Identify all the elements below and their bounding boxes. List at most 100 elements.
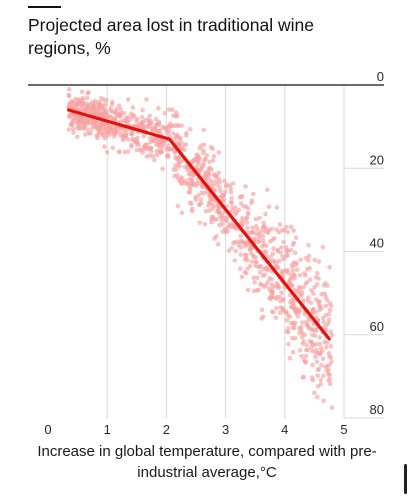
scatter-point	[300, 330, 305, 336]
scatter-point	[153, 138, 159, 143]
axis-ticks: 0 1 2 3 4 5 0 20 40 60 80	[44, 69, 384, 437]
x-tick-label: 4	[281, 422, 288, 437]
scatter-point	[286, 341, 291, 347]
scatter-point	[154, 148, 160, 154]
scatter-point	[321, 373, 326, 379]
scatter-point	[326, 317, 332, 322]
scatter-point	[274, 205, 280, 210]
scrollbar[interactable]	[404, 464, 407, 494]
scatter-point	[161, 125, 166, 130]
scatter-point	[197, 145, 203, 151]
scatter-point	[118, 107, 124, 112]
scatter-point	[289, 297, 295, 303]
scatter-point	[318, 381, 324, 387]
scatter-point	[298, 257, 303, 263]
scatter-point	[277, 294, 283, 300]
scatter-point	[312, 390, 317, 396]
scatter-point	[251, 288, 257, 294]
scatter-point	[321, 398, 326, 404]
scatter-point	[283, 245, 289, 250]
scatter-point	[196, 193, 201, 198]
scatter-point	[292, 306, 297, 312]
scatter-point	[245, 206, 251, 211]
scatter-point	[243, 252, 248, 258]
scatter-point	[101, 114, 107, 119]
scatter-point	[179, 175, 184, 180]
scatter-point	[306, 253, 312, 259]
scatter-point	[143, 142, 148, 148]
scatter-point	[291, 228, 297, 233]
scatter-point	[71, 130, 76, 135]
scatter-point	[317, 351, 323, 357]
scatter-point	[187, 126, 193, 132]
scatter-point	[76, 122, 82, 128]
scatter-point	[255, 275, 260, 281]
scatter-point	[156, 128, 162, 134]
scatter-point	[216, 177, 222, 182]
scatter-point	[285, 230, 291, 235]
scatter-point	[230, 181, 236, 186]
scatter-point	[128, 117, 133, 122]
scatter-point	[221, 192, 226, 198]
scatter-point	[302, 311, 308, 317]
scatter-point	[251, 275, 256, 281]
y-tick-label: 20	[370, 152, 384, 167]
scatter-point	[187, 176, 192, 182]
scatter-point	[277, 222, 283, 227]
scatter-point	[251, 191, 256, 197]
scatter-point	[316, 259, 322, 264]
scatter-point	[252, 280, 257, 285]
scatter-point	[257, 234, 262, 240]
scatter-point	[270, 309, 275, 315]
scatter-point	[154, 153, 160, 158]
scatter-point	[133, 139, 138, 145]
scatter-point	[170, 131, 176, 136]
scatter-point	[121, 111, 127, 116]
scatter-point	[208, 178, 213, 183]
scatter-point	[224, 182, 229, 188]
scatter-point	[84, 122, 89, 127]
scatter-point	[327, 264, 333, 270]
scatter-point	[303, 353, 309, 359]
scatter-point	[306, 295, 311, 301]
scatter-point	[245, 266, 250, 271]
scatter-point	[113, 129, 119, 134]
scatter-point	[201, 148, 206, 153]
scatter-point	[214, 233, 219, 239]
scatter-point	[253, 216, 259, 222]
scatter-point	[106, 123, 111, 129]
scatter-point	[271, 246, 276, 251]
scatter-point	[316, 299, 321, 305]
scatter-point	[146, 117, 151, 122]
scatter-point	[305, 323, 311, 329]
scatter-point	[152, 157, 157, 163]
scatter-point	[234, 210, 239, 215]
scatter-point	[243, 216, 249, 221]
scatter-point	[140, 119, 146, 125]
scatter-point	[302, 270, 307, 276]
scatter-point	[284, 224, 289, 230]
scatter-point	[298, 325, 304, 330]
scatter-point	[91, 120, 97, 125]
scatter-point	[73, 96, 78, 102]
scatter-point	[323, 364, 328, 370]
scatter-point	[70, 119, 75, 124]
scatter-point	[310, 348, 315, 354]
scatter-point	[261, 220, 267, 226]
scatter-point	[153, 122, 159, 128]
grid-lines	[28, 84, 384, 419]
scatter-point	[323, 323, 329, 329]
scatter-point	[323, 303, 329, 309]
scatter-point	[189, 206, 195, 212]
trend-line	[67, 108, 331, 341]
scatter-point	[314, 359, 320, 365]
scatter-point	[270, 237, 275, 243]
scatter-point	[118, 133, 124, 138]
scatter-point	[176, 123, 181, 129]
scatter-point	[301, 285, 306, 290]
scatter-point	[121, 127, 127, 132]
scatter-point	[287, 355, 293, 361]
scatter-point	[204, 153, 210, 158]
scatter-point	[304, 347, 309, 353]
scatter-point	[203, 177, 209, 182]
